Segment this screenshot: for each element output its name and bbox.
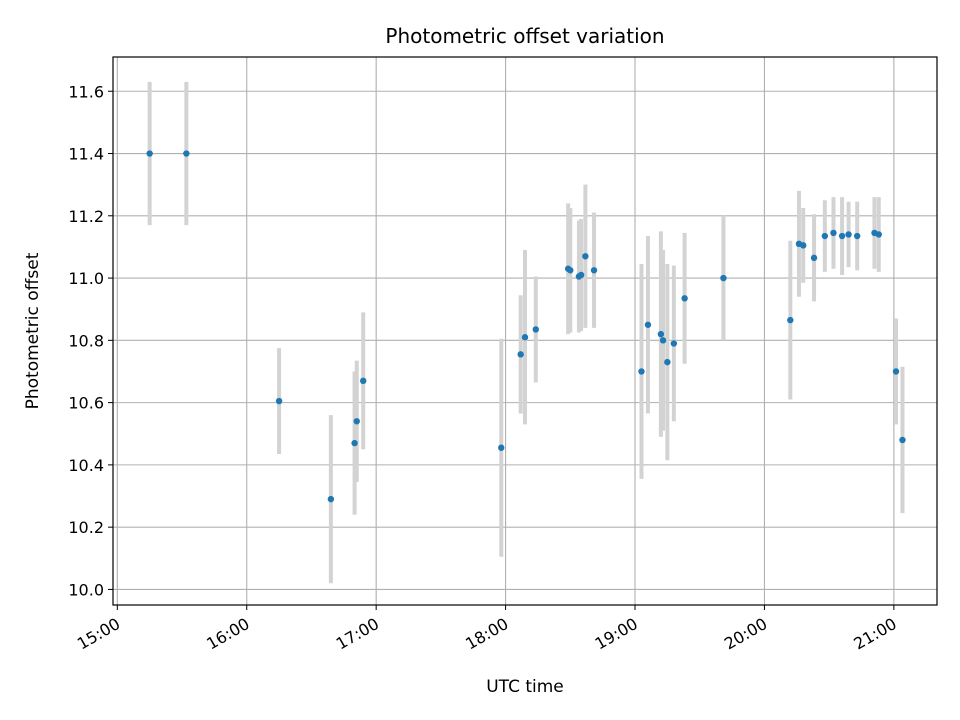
data-point [521, 334, 529, 341]
y-tick-label: 11.6 [68, 82, 104, 101]
data-point [664, 358, 671, 366]
y-tick-label: 10.2 [68, 518, 104, 537]
data-point [582, 253, 589, 260]
data-point [183, 150, 190, 157]
errorbars [147, 81, 905, 584]
y-axis-label: Photometric offset [23, 252, 43, 409]
data-point [681, 295, 688, 302]
y-tick-label: 10.4 [68, 456, 104, 475]
y-tick-label: 11.0 [68, 269, 104, 288]
y-tick-label: 10.6 [68, 394, 104, 413]
data-point [800, 242, 807, 249]
data-point [590, 267, 598, 274]
data-point [657, 330, 665, 338]
data-point [644, 321, 652, 328]
x-tick-label: 16:00 [203, 614, 252, 654]
data-point [567, 267, 574, 274]
data-point [875, 231, 882, 238]
x-tick-label: 21:00 [850, 614, 899, 654]
data-point [353, 418, 360, 425]
data-point [810, 254, 818, 262]
data-point [577, 271, 585, 279]
data-point [327, 495, 335, 503]
y-tick-label: 11.4 [68, 145, 104, 164]
x-tick-label: 19:00 [592, 614, 641, 654]
data-point [830, 229, 837, 237]
x-axis-ticks: 15:00 16:00 17:00 18:00 19:00 20:00 21:00 [74, 605, 900, 654]
x-tick-label: 18:00 [462, 614, 511, 654]
data-point [670, 340, 678, 347]
data-point [899, 436, 906, 444]
data-point [517, 351, 524, 358]
x-tick-label: 17:00 [333, 614, 382, 654]
data-point [360, 377, 367, 385]
x-tick-label: 20:00 [721, 614, 770, 654]
x-axis-label: UTC time [486, 677, 564, 697]
data-point [146, 150, 153, 157]
y-tick-label: 10.8 [68, 331, 104, 350]
data-point [821, 232, 829, 240]
data-point [838, 232, 846, 240]
data-point [532, 326, 539, 333]
data-point [720, 274, 727, 282]
y-tick-label: 10.0 [68, 580, 104, 599]
data-point [853, 232, 861, 240]
data-point [351, 439, 358, 447]
x-tick-label: 15:00 [74, 614, 123, 654]
data-point [498, 444, 505, 451]
data-point [275, 397, 283, 405]
y-tick-label: 11.2 [68, 207, 104, 226]
data-point [845, 231, 852, 238]
data-point [659, 337, 667, 344]
y-axis-ticks: 10.0 10.2 10.4 10.6 10.8 11.0 11.2 11.4 11.6 [68, 82, 113, 599]
plot-frame [112, 56, 938, 606]
chart-title: Photometric offset variation [385, 24, 664, 48]
data-point [892, 368, 900, 375]
data-point [638, 368, 645, 375]
data-point [787, 316, 794, 324]
data-points [146, 150, 906, 503]
